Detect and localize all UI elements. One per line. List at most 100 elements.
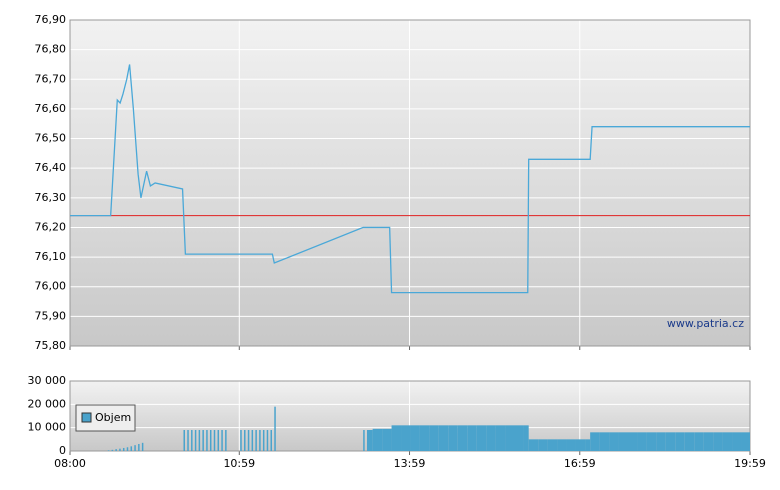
volume-bar — [486, 425, 496, 451]
volume-bar — [637, 432, 647, 451]
volume-bar — [438, 425, 449, 451]
volume-bar — [382, 428, 392, 451]
volume-bar — [183, 430, 185, 451]
legend-swatch — [81, 412, 92, 423]
volume-bar — [126, 447, 129, 451]
plot-frame — [69, 19, 751, 347]
volume-bar — [274, 406, 276, 451]
volume-bar — [187, 430, 189, 451]
volume-bar — [130, 446, 133, 451]
volume-bar — [410, 425, 420, 451]
volume-bar — [363, 430, 365, 451]
volume-bar — [514, 425, 524, 451]
volume-bar — [259, 430, 261, 451]
volume-bar — [191, 430, 193, 451]
volume-bar — [221, 430, 223, 451]
volume-bar — [703, 432, 714, 451]
volume-bar — [194, 430, 197, 451]
volume-bar — [618, 432, 628, 451]
volume-bar — [566, 439, 576, 451]
volume-bar — [609, 432, 619, 451]
volume-bar — [646, 432, 657, 451]
volume-bar — [656, 432, 666, 451]
volume-bar — [675, 432, 685, 451]
volume-bar — [467, 425, 477, 451]
volume-bar — [134, 445, 136, 451]
volume-bar — [575, 439, 586, 451]
volume-bar — [247, 430, 250, 451]
volume-bar — [119, 448, 121, 451]
volume-bar — [457, 425, 468, 451]
y-tick-label: 76,10 — [35, 250, 67, 263]
volume-bar — [138, 444, 140, 451]
x-tick-label: 10:59 — [223, 457, 255, 470]
volume-bar — [270, 430, 273, 451]
y-tick-label: 75,80 — [35, 339, 67, 352]
volume-bar — [111, 449, 114, 451]
volume-bar — [419, 425, 430, 451]
y-tick-label: 76,30 — [35, 191, 67, 204]
volume-bar — [198, 430, 201, 451]
volume-bar — [107, 450, 110, 451]
legend-label: Objem — [95, 411, 131, 424]
volume-bar — [505, 425, 515, 451]
volume-bar — [476, 425, 487, 451]
x-tick-label: 08:00 — [54, 457, 86, 470]
volume-bar — [240, 430, 242, 451]
volume-bar — [547, 439, 558, 451]
volume-bar — [627, 432, 638, 451]
x-tick-label: 19:59 — [734, 457, 766, 470]
volume-bar — [599, 432, 610, 451]
volume-bar — [225, 430, 227, 451]
volume-bar — [206, 430, 208, 451]
y-tick-label: 76,40 — [35, 161, 67, 174]
volume-bar — [557, 439, 567, 451]
price-line — [70, 64, 750, 294]
y-tick-label: 76,00 — [35, 280, 67, 293]
y-tick-label: 20 000 — [28, 397, 67, 410]
volume-bar — [266, 430, 269, 451]
volume-bar — [713, 432, 723, 451]
y-tick-label: 10 000 — [28, 421, 67, 434]
y-tick-label: 76,50 — [35, 132, 67, 145]
y-tick-label: 76,60 — [35, 102, 67, 115]
volume-bar — [665, 432, 676, 451]
volume-bar — [255, 430, 257, 451]
y-tick-label: 75,90 — [35, 309, 67, 322]
volume-bar — [251, 430, 254, 451]
volume-bar — [202, 430, 204, 451]
volume-bar — [209, 430, 212, 451]
y-tick-label: 76,90 — [35, 13, 67, 26]
volume-bar — [141, 442, 144, 451]
y-tick-label: 76,80 — [35, 43, 67, 56]
volume-bar — [585, 439, 591, 451]
x-tick-label: 13:59 — [394, 457, 426, 470]
volume-bar — [401, 425, 411, 451]
volume-bar — [590, 432, 600, 451]
volume-bar — [115, 449, 117, 451]
volume-bar — [122, 447, 125, 451]
volume-bar — [684, 432, 695, 451]
volume-bar — [528, 439, 539, 451]
y-tick-label: 30 000 — [28, 374, 67, 387]
annotation: www.patria.cz — [667, 317, 744, 330]
volume-bar — [213, 430, 216, 451]
x-tick-label: 16:59 — [564, 457, 596, 470]
volume-bar — [523, 425, 529, 451]
volume-bar — [732, 432, 742, 451]
volume-bar — [217, 430, 220, 451]
volume-bar — [741, 432, 750, 451]
volume-bar — [694, 432, 704, 451]
volume-bar — [429, 425, 439, 451]
volume-bar — [262, 430, 265, 451]
y-tick-label: 0 — [59, 444, 66, 457]
volume-bar — [448, 425, 458, 451]
volume-bar — [372, 428, 383, 451]
volume-bar — [366, 430, 373, 451]
volume-bar — [391, 425, 402, 451]
y-tick-label: 76,70 — [35, 72, 67, 85]
volume-bar — [722, 432, 733, 451]
volume-bar — [538, 439, 548, 451]
